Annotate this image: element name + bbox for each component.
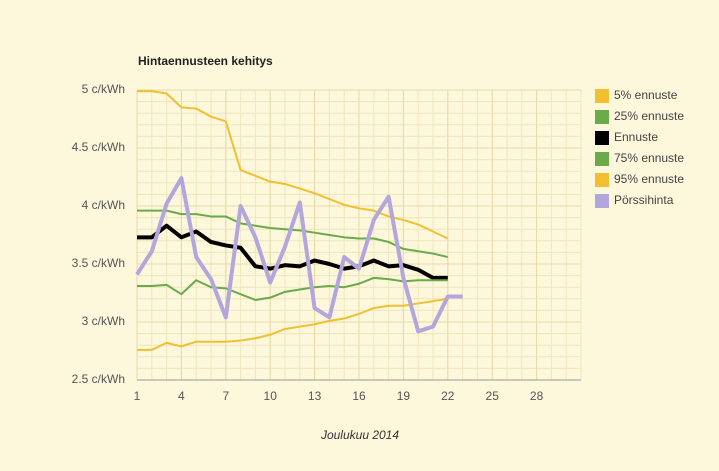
- y-tick-label: 2.5 c/kWh: [72, 372, 125, 386]
- legend-label: 5% ennuste: [614, 88, 678, 102]
- x-tick-label: 25: [486, 389, 500, 403]
- x-tick-label: 13: [308, 389, 322, 403]
- legend-swatch: [595, 173, 609, 187]
- legend-label: 95% ennuste: [614, 172, 684, 186]
- legend-swatch: [595, 194, 609, 208]
- x-tick-label: 4: [178, 389, 185, 403]
- series-line: [135, 176, 463, 334]
- x-tick-label: 19: [397, 389, 411, 403]
- chart-title: Hintaennusteen kehitys: [138, 54, 273, 68]
- legend-swatch: [595, 110, 609, 124]
- legend-swatch: [595, 89, 609, 103]
- y-tick-label: 3 c/kWh: [82, 314, 125, 328]
- legend-swatch: [595, 131, 609, 145]
- legend-label: 75% ennuste: [614, 151, 684, 165]
- x-tick-label: 7: [222, 389, 229, 403]
- x-tick-label: 1: [134, 389, 141, 403]
- x-axis-label: Joulukuu 2014: [320, 428, 399, 442]
- legend-swatch: [595, 152, 609, 166]
- x-tick-label: 22: [441, 389, 455, 403]
- series-line: [137, 297, 448, 351]
- series-line: [137, 223, 448, 280]
- y-tick-label: 4.5 c/kWh: [72, 140, 125, 154]
- legend-label: 25% ennuste: [614, 109, 684, 123]
- x-tick-label: 16: [352, 389, 366, 403]
- x-tick-label: 10: [264, 389, 278, 403]
- x-tick-label: 28: [530, 389, 544, 403]
- y-tick-label: 5 c/kWh: [82, 82, 125, 96]
- series-line: [137, 276, 448, 301]
- y-tick-label: 4 c/kWh: [82, 198, 125, 212]
- series-line: [137, 90, 449, 240]
- y-tick-label: 3.5 c/kWh: [72, 256, 125, 270]
- legend-label: Pörssihinta: [614, 193, 674, 207]
- legend-label: Ennuste: [614, 130, 658, 144]
